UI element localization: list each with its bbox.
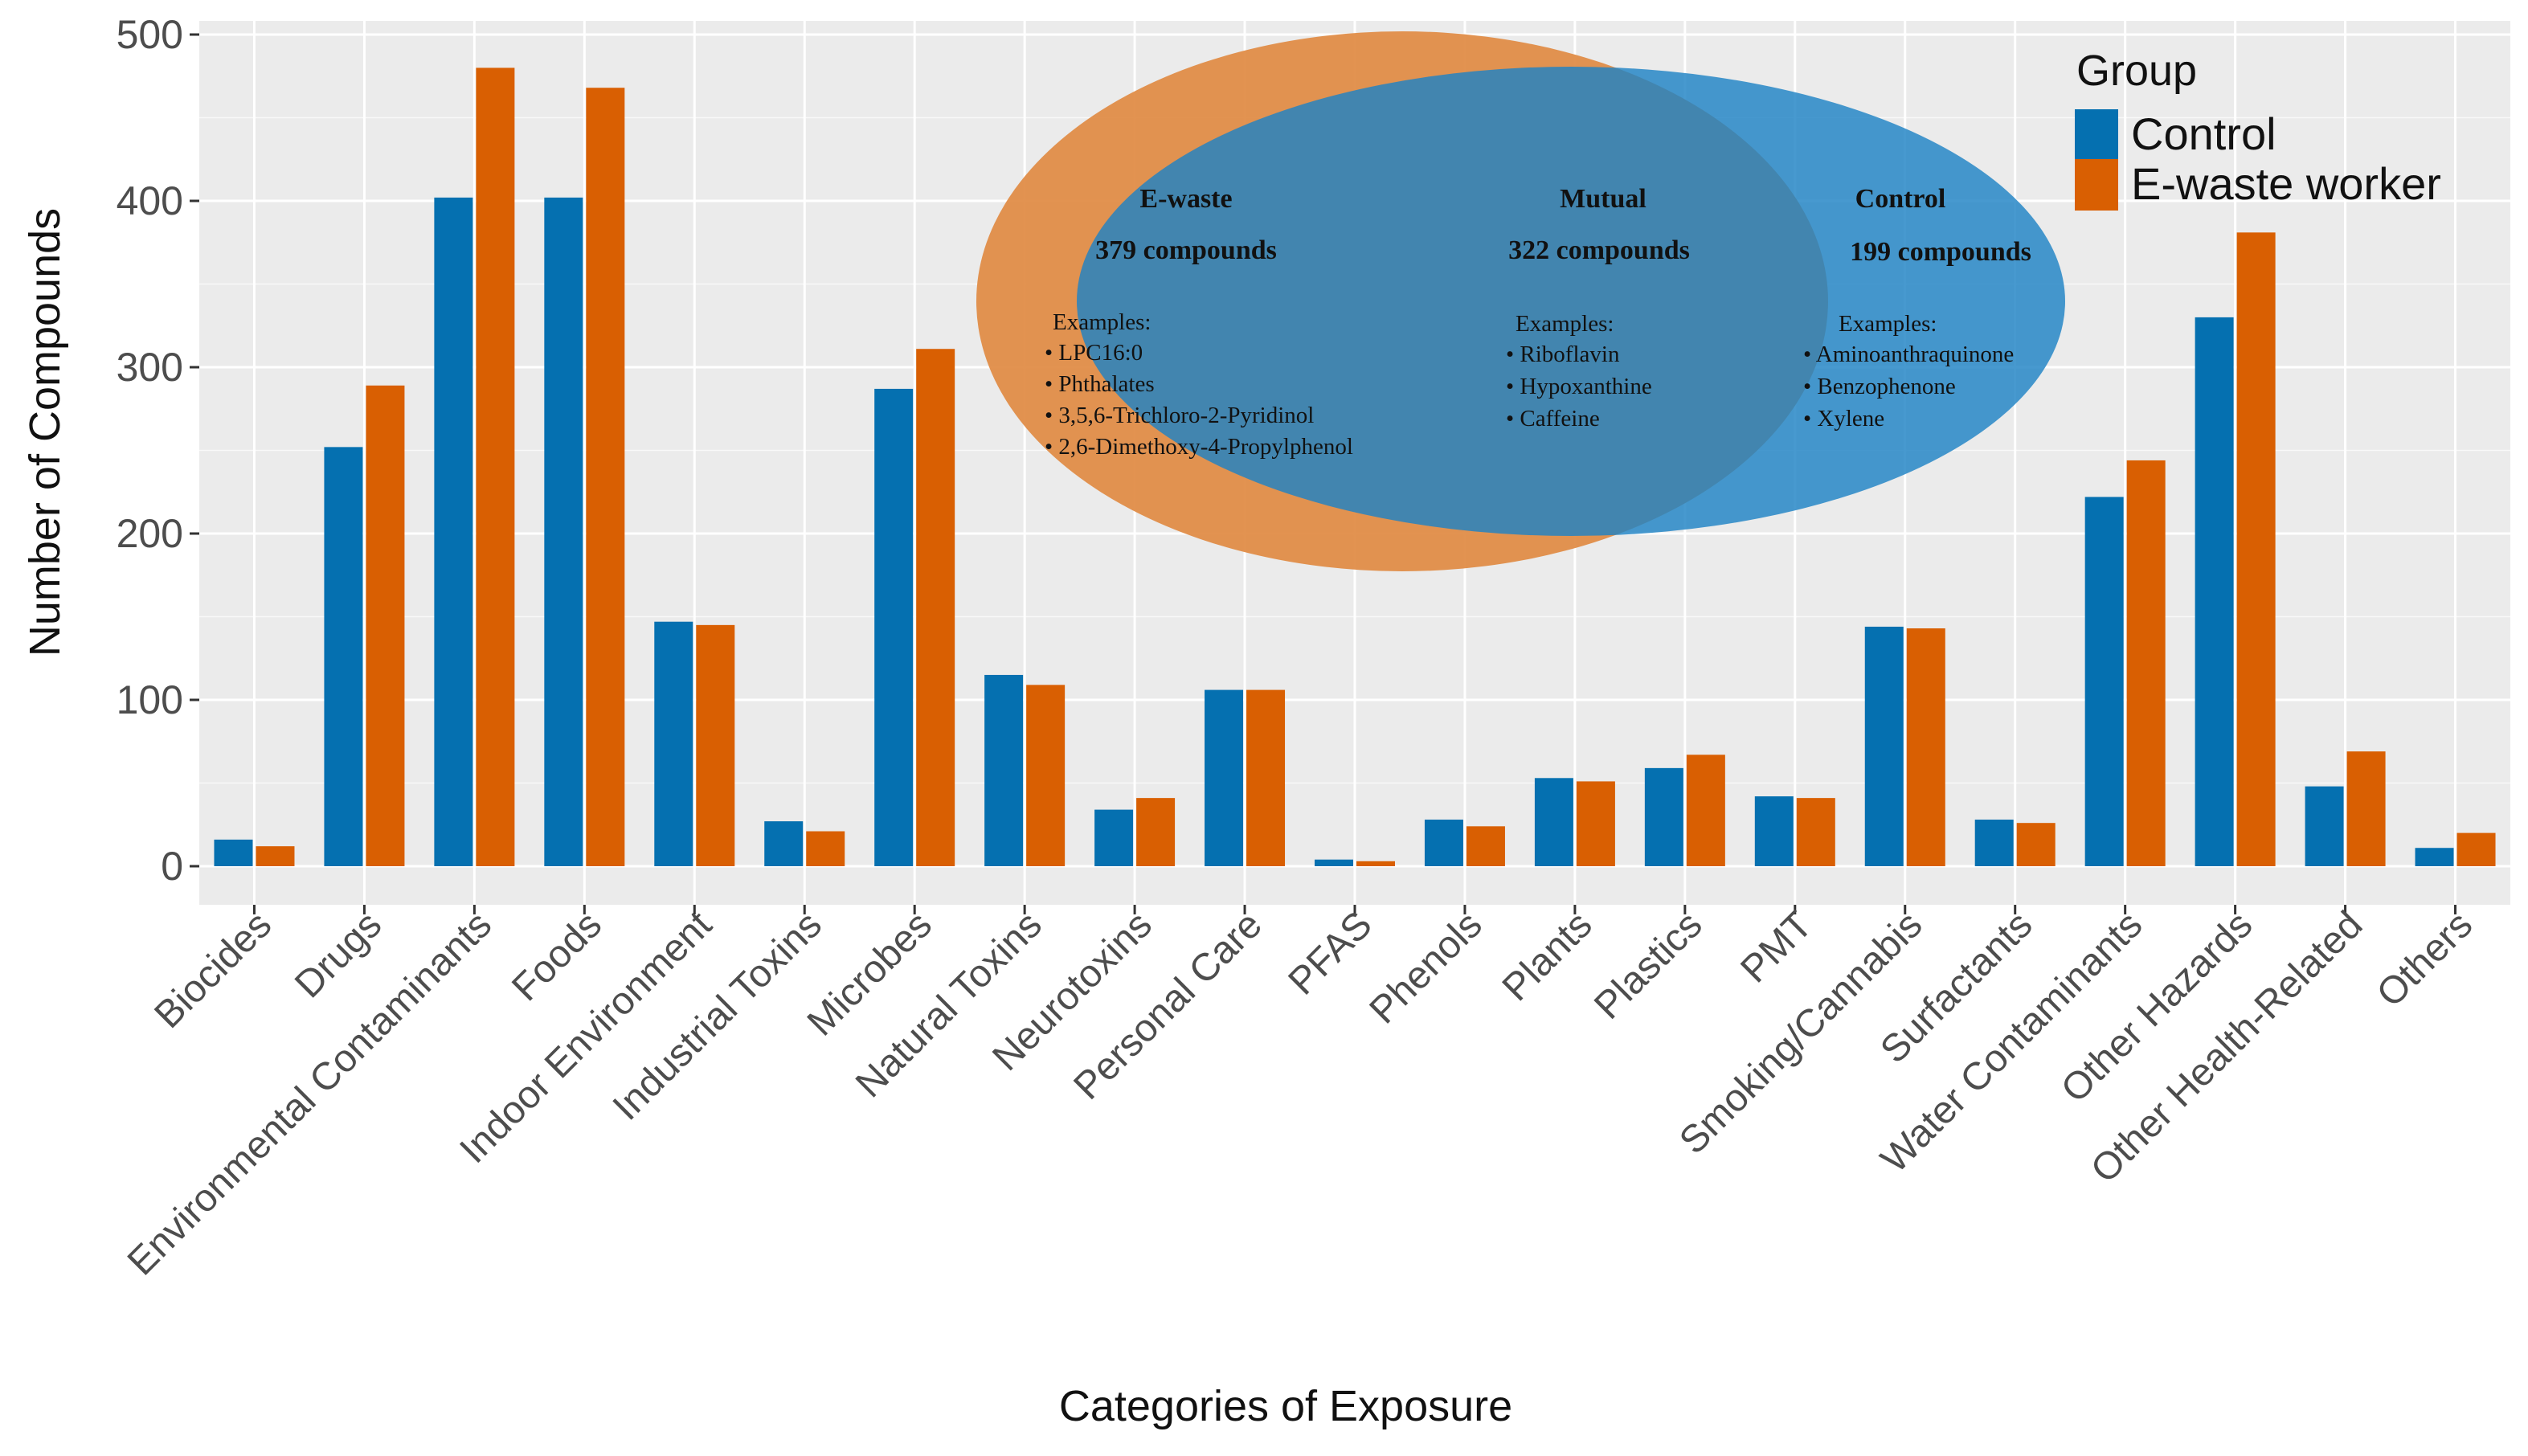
x-tick-label: Biocides xyxy=(146,903,280,1037)
bar-control xyxy=(434,197,473,867)
x-tick-label: Personal Care xyxy=(1066,903,1270,1107)
bar-ewaste xyxy=(586,88,625,867)
bar-control xyxy=(1205,689,1244,866)
x-tick-label: PMT xyxy=(1732,903,1820,991)
venn-mutual-example: • Caffeine xyxy=(1506,406,1600,431)
bar-ewaste xyxy=(696,624,735,866)
bar-ewaste xyxy=(256,846,295,866)
bar-ewaste xyxy=(806,831,845,866)
y-tick-label: 0 xyxy=(161,844,183,889)
venn-mutual-example: • Hypoxanthine xyxy=(1506,374,1652,399)
bar-control xyxy=(764,821,804,866)
x-tick-label: Plants xyxy=(1495,903,1601,1009)
x-tick-label: Drugs xyxy=(287,903,390,1006)
bar-control xyxy=(2415,848,2454,866)
x-axis-label: Categories of Exposure xyxy=(1059,1382,1512,1430)
venn-control-circle xyxy=(1077,67,2065,536)
x-tick-label: Industrial Toxins xyxy=(605,903,830,1128)
y-tick-label: 400 xyxy=(117,178,183,223)
venn-control-count: 199 compounds xyxy=(1850,237,2031,267)
bar-control xyxy=(2305,786,2344,866)
y-axis-label: Number of Compounds xyxy=(21,208,69,656)
bar-control xyxy=(544,197,583,867)
bar-ewaste xyxy=(2016,823,2056,866)
bar-ewaste xyxy=(1906,628,1945,866)
bar-control xyxy=(874,388,914,866)
legend-label-control: Control xyxy=(2131,108,2276,159)
bar-ewaste xyxy=(2346,751,2386,866)
bar-ewaste xyxy=(2456,832,2496,866)
bar-control xyxy=(1424,820,1463,866)
bar-ewaste xyxy=(366,385,405,866)
bar-ewaste xyxy=(1576,781,1615,866)
bar-control xyxy=(1644,767,1683,866)
bar-control xyxy=(984,674,1024,866)
bar-ewaste xyxy=(2126,460,2166,866)
y-tick-label: 200 xyxy=(117,511,183,556)
bar-ewaste xyxy=(1796,798,1835,866)
venn-ewaste-example: • Phthalates xyxy=(1045,371,1155,397)
venn-mutual-overlay xyxy=(1311,64,1822,538)
venn-mutual-examples-label: Examples: xyxy=(1516,311,1614,337)
y-tick-label: 100 xyxy=(117,677,183,722)
bars xyxy=(214,67,2496,867)
bar-control xyxy=(1534,778,1573,866)
bar-control xyxy=(1754,796,1794,866)
bar-ewaste xyxy=(476,67,515,866)
legend-title: Group xyxy=(2076,47,2197,95)
bar-control xyxy=(1094,809,1134,866)
bar-ewaste xyxy=(1246,689,1286,866)
bar-control xyxy=(2084,497,2124,866)
venn-ewaste-example: • 2,6-Dimethoxy-4-Propylphenol xyxy=(1045,434,1353,460)
y-tick-label: 300 xyxy=(117,345,183,390)
legend-swatch-control xyxy=(2075,109,2118,161)
venn-control-example: • Xylene xyxy=(1803,406,1884,431)
bar-control xyxy=(654,621,693,866)
bar-control xyxy=(324,447,363,866)
bar-control xyxy=(2195,317,2234,866)
venn-control-example: • Aminoanthraquinone xyxy=(1803,342,2014,367)
bar-ewaste xyxy=(916,349,955,867)
bar-ewaste xyxy=(1686,755,1725,866)
venn-diagram: E-waste 379 compounds Examples: • LPC16:… xyxy=(976,31,2065,571)
legend-swatch-ewaste xyxy=(2075,159,2118,211)
venn-ewaste-example: • LPC16:0 xyxy=(1045,340,1143,366)
legend: Group Control E-waste worker xyxy=(2075,47,2441,211)
y-tick-label: 500 xyxy=(117,12,183,57)
bar-ewaste xyxy=(1356,861,1395,866)
bar-ewaste xyxy=(1136,798,1176,866)
x-tick-label: Phenols xyxy=(1362,903,1491,1032)
legend-label-ewaste: E-waste worker xyxy=(2131,158,2441,209)
venn-ewaste-example: • 3,5,6-Trichloro-2-Pyridinol xyxy=(1045,403,1314,428)
x-tick-label: Other Hazards xyxy=(2053,903,2260,1110)
x-tick-label: Others xyxy=(2369,903,2481,1015)
bar-control xyxy=(214,839,253,866)
venn-control-example: • Benzophenone xyxy=(1803,374,1956,399)
x-tick-label: PFAS xyxy=(1281,903,1381,1003)
bar-control xyxy=(1974,820,2014,866)
x-tick-label: Plastics xyxy=(1586,903,1710,1027)
venn-mutual-count: 322 compounds xyxy=(1508,235,1690,265)
bar-ewaste xyxy=(2236,232,2276,867)
bar-control xyxy=(1864,626,1904,866)
bar-control xyxy=(1315,859,1353,866)
venn-ewaste-count: 379 compounds xyxy=(1095,235,1277,265)
bar-ewaste xyxy=(1466,826,1505,866)
venn-ewaste-examples-label: Examples: xyxy=(1053,309,1151,335)
venn-control-examples-label: Examples: xyxy=(1839,311,1937,337)
venn-mutual-title: Mutual xyxy=(1560,184,1646,214)
y-axis: 0 100 200 300 400 500 xyxy=(117,12,199,889)
venn-ewaste-title: E-waste xyxy=(1139,184,1232,214)
x-tick-label: Natural Toxins xyxy=(848,903,1050,1106)
venn-control-title: Control xyxy=(1855,184,1946,214)
venn-mutual-example: • Riboflavin xyxy=(1506,342,1620,367)
x-tick-label: Foods xyxy=(504,903,610,1009)
bar-ewaste xyxy=(1026,685,1066,866)
